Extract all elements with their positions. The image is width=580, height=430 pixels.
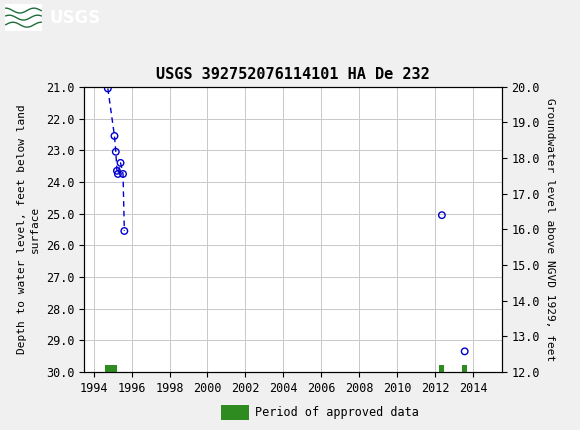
Point (118, 171, 128, 178)
Text: Period of approved data: Period of approved data (255, 406, 419, 419)
Y-axis label: Depth to water level, feet below land
surface: Depth to water level, feet below land su… (17, 104, 41, 354)
Bar (221, 405, 249, 421)
Text: USGS: USGS (49, 9, 100, 27)
Point (103, 85, 113, 92)
Point (116, 160, 125, 166)
Bar (462, 365, 467, 372)
Point (119, 227, 129, 234)
Point (437, 212, 447, 218)
Point (110, 132, 119, 139)
Point (113, 167, 122, 174)
Bar (5, 4, 42, 31)
Y-axis label: Groundwater level above NGVD 1929, feet: Groundwater level above NGVD 1929, feet (545, 98, 556, 361)
Point (113, 171, 122, 178)
Point (111, 148, 121, 155)
Bar (105, 365, 117, 372)
Title: USGS 392752076114101 HA De 232: USGS 392752076114101 HA De 232 (156, 67, 430, 82)
Point (460, 348, 469, 355)
Bar (439, 365, 444, 372)
